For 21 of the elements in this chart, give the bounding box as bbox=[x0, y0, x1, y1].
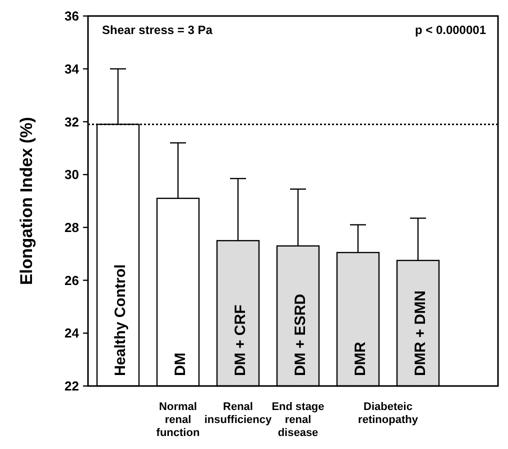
y-tick-label: 32 bbox=[64, 114, 79, 130]
y-axis-title: Elongation Index (%) bbox=[17, 116, 36, 286]
text: Renal insufficiency bbox=[204, 401, 272, 426]
x-tick-label: Healthy Control bbox=[112, 264, 129, 376]
y-tick-label: 22 bbox=[64, 378, 79, 394]
annotation: Shear stress = 3 Pa bbox=[102, 23, 213, 37]
text: Normal renal function bbox=[156, 401, 200, 439]
y-tick-label: 30 bbox=[64, 167, 79, 182]
y-tick-label: 28 bbox=[64, 220, 79, 235]
x-tick-label: DMR + DMN bbox=[412, 290, 429, 376]
x-tick-label: DM + ESRD bbox=[292, 294, 309, 376]
x-tick-label: DM bbox=[172, 352, 189, 376]
text: End stage renal disease bbox=[272, 401, 324, 439]
y-tick-label: 36 bbox=[64, 8, 79, 24]
y-tick-label: 34 bbox=[64, 61, 80, 76]
x-tick-label: DM + CRF bbox=[232, 304, 249, 376]
x-tick-label: DMR bbox=[352, 342, 369, 376]
y-tick-label: 24 bbox=[64, 326, 80, 341]
annotation: p < 0.000001 bbox=[414, 23, 486, 37]
text: Diabeteic retinopathy bbox=[358, 401, 419, 426]
y-tick-label: 26 bbox=[64, 272, 79, 288]
